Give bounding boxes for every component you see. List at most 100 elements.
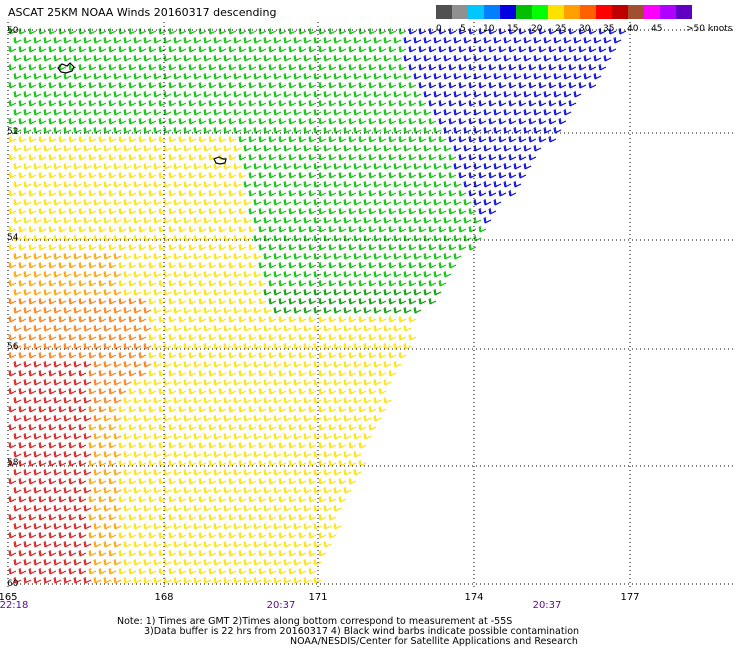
wind-barb xyxy=(58,405,67,413)
wind-barb xyxy=(233,234,242,242)
wind-barb xyxy=(333,252,342,260)
wind-barb xyxy=(368,63,377,71)
wind-barb xyxy=(123,396,132,404)
wind-barb xyxy=(28,153,37,161)
wind-barb xyxy=(8,207,17,215)
wind-barb xyxy=(118,135,127,143)
wind-barb xyxy=(273,126,282,134)
wind-barb xyxy=(453,180,462,188)
wind-barb xyxy=(293,342,302,350)
wind-barb xyxy=(353,198,362,206)
wind-barb xyxy=(43,252,52,260)
wind-barb xyxy=(253,468,262,476)
wind-barb xyxy=(463,144,472,152)
wind-barb xyxy=(328,405,337,413)
wind-barb xyxy=(528,117,537,125)
wind-barb xyxy=(153,162,162,170)
wind-speed-colorbar: 0 5 10 15 20 25 30 35 40 45 >50 knots xyxy=(436,5,733,37)
wind-barb xyxy=(503,144,512,152)
wind-barb xyxy=(473,36,482,44)
wind-barb xyxy=(288,513,297,521)
wind-barb xyxy=(423,198,432,206)
wind-barb xyxy=(263,288,272,296)
wind-barb xyxy=(308,315,317,323)
wind-barb xyxy=(203,216,212,224)
wind-barb xyxy=(83,450,92,458)
wind-barb xyxy=(158,369,167,377)
wind-barb xyxy=(173,324,182,332)
wind-barb xyxy=(118,315,127,323)
wind-barb xyxy=(338,405,347,413)
wind-barb xyxy=(303,396,312,404)
wind-barb xyxy=(498,171,507,179)
wind-barb xyxy=(8,459,17,467)
wind-barb xyxy=(48,351,57,359)
wind-barb xyxy=(63,72,72,80)
wind-barb xyxy=(168,297,177,305)
wind-barb xyxy=(243,306,252,314)
wind-barb xyxy=(348,369,357,377)
wind-barb xyxy=(173,36,182,44)
wind-barb xyxy=(558,45,567,53)
wind-barb xyxy=(253,216,262,224)
wind-barb xyxy=(18,513,27,521)
wind-barb xyxy=(263,72,272,80)
wind-barb xyxy=(328,207,337,215)
wind-barb xyxy=(273,252,282,260)
wind-barb xyxy=(278,243,287,251)
wind-barb xyxy=(303,486,312,494)
wind-barb xyxy=(238,351,247,359)
wind-barb xyxy=(53,306,62,314)
wind-barb xyxy=(93,306,102,314)
wind-barb xyxy=(38,225,47,233)
wind-barb xyxy=(193,126,202,134)
wind-barb xyxy=(433,252,442,260)
wind-barb xyxy=(158,99,167,107)
wind-barb xyxy=(518,81,527,89)
wind-barb xyxy=(18,153,27,161)
wind-barb xyxy=(323,360,332,368)
wind-barb xyxy=(93,378,102,386)
wind-barb xyxy=(138,405,147,413)
wind-barb xyxy=(288,405,297,413)
wind-barb xyxy=(203,108,212,116)
wind-barb xyxy=(333,360,342,368)
wind-barb xyxy=(103,396,112,404)
wind-barb xyxy=(198,531,207,539)
wind-barb xyxy=(133,180,142,188)
wind-barb xyxy=(123,36,132,44)
wind-barb xyxy=(73,288,82,296)
wind-barb xyxy=(298,207,307,215)
wind-barb xyxy=(348,189,357,197)
wind-barb xyxy=(378,243,387,251)
wind-barb xyxy=(18,81,27,89)
wind-barb xyxy=(418,225,427,233)
wind-barb xyxy=(213,90,222,98)
wind-barb xyxy=(363,216,372,224)
wind-barb xyxy=(348,477,357,485)
wind-barb xyxy=(13,504,22,512)
wind-barb xyxy=(88,387,97,395)
wind-barb xyxy=(258,81,267,89)
wind-barb xyxy=(233,576,242,584)
wind-barb xyxy=(163,360,172,368)
wind-barb xyxy=(428,99,437,107)
wind-barb xyxy=(93,504,102,512)
wind-barb xyxy=(328,351,337,359)
wind-barb xyxy=(418,279,427,287)
wind-barb xyxy=(553,90,562,98)
wind-barb xyxy=(163,450,172,458)
wind-barb xyxy=(53,324,62,332)
wind-barb xyxy=(238,171,247,179)
wind-barb xyxy=(513,180,522,188)
wind-barb xyxy=(358,189,367,197)
wind-barb xyxy=(423,36,432,44)
wind-barb xyxy=(273,216,282,224)
wind-barb xyxy=(258,459,267,467)
wind-barb xyxy=(188,459,197,467)
wind-barb xyxy=(88,513,97,521)
wind-barb xyxy=(218,81,227,89)
wind-barb xyxy=(53,54,62,62)
wind-barb xyxy=(428,63,437,71)
wind-barb xyxy=(238,387,247,395)
